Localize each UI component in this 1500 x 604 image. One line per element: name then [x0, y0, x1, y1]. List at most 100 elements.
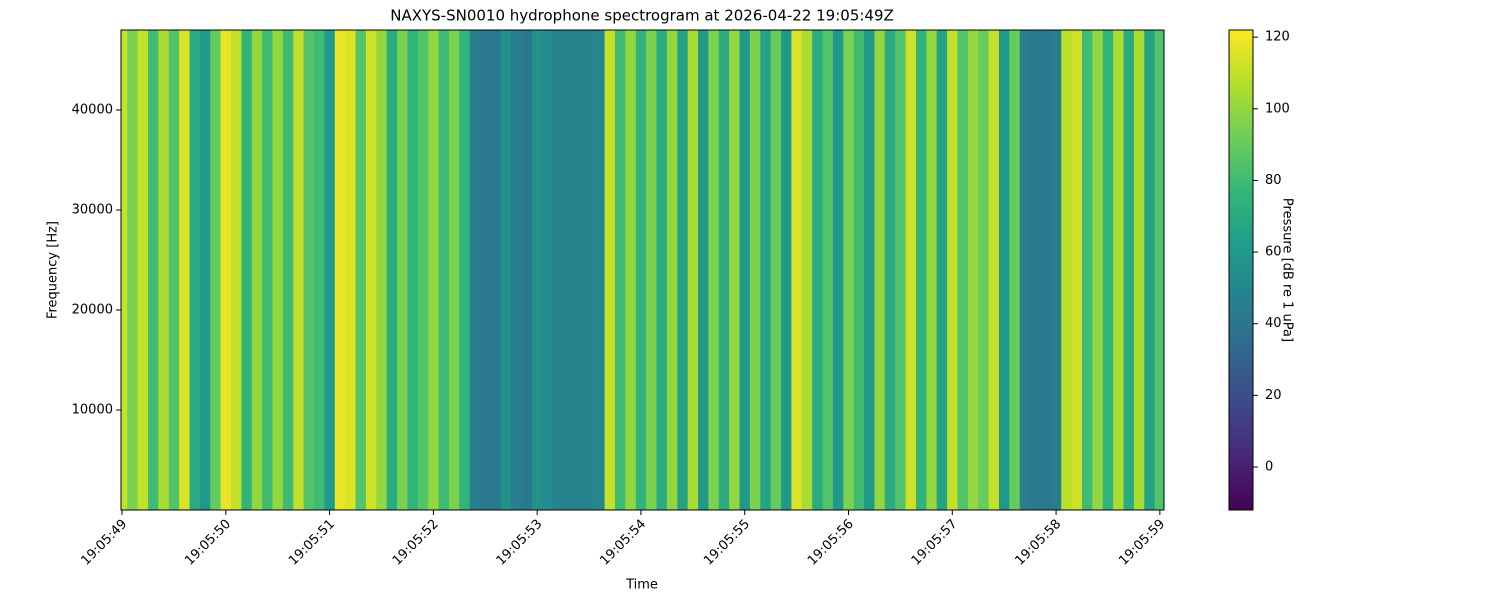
spectrogram-column — [531, 30, 543, 510]
x-tick-label: 19:05:55 — [701, 517, 753, 569]
spectrogram-column — [915, 30, 927, 510]
spectrogram-column — [1113, 30, 1125, 510]
spectrogram — [121, 30, 1164, 510]
spectrogram-column — [448, 30, 460, 510]
spectrogram-column — [812, 30, 824, 510]
y-tick-label: 20000 — [72, 303, 113, 318]
spectrogram-column — [168, 30, 180, 510]
x-tick-label: 19:05:49 — [78, 517, 130, 569]
spectrogram-column — [1040, 30, 1052, 510]
colorbar-tick-label: 120 — [1265, 30, 1290, 45]
x-axis-label: Time — [625, 578, 658, 593]
spectrogram-column — [376, 30, 388, 510]
spectrogram-column — [500, 30, 512, 510]
spectrogram-column — [1050, 30, 1062, 510]
spectrogram-column — [635, 30, 647, 510]
spectrogram-column — [137, 30, 149, 510]
spectrogram-column — [282, 30, 294, 510]
spectrogram-column — [666, 30, 678, 510]
spectrogram-column — [646, 30, 658, 510]
x-tick-label: 19:05:51 — [286, 517, 338, 569]
spectrogram-column — [1154, 30, 1164, 510]
spectrogram-column — [158, 30, 170, 510]
x-tick-label: 19:05:50 — [182, 517, 234, 569]
x-tick-label: 19:05:57 — [909, 517, 961, 569]
spectrogram-column — [542, 30, 554, 510]
spectrogram-column — [843, 30, 855, 510]
spectrogram-column — [189, 30, 201, 510]
spectrogram-column — [428, 30, 440, 510]
y-tick-label: 10000 — [72, 403, 113, 418]
spectrogram-column — [947, 30, 958, 510]
colorbar-tick-label: 80 — [1265, 173, 1282, 188]
spectrogram-column — [739, 30, 751, 510]
spectrogram-column — [978, 30, 990, 510]
spectrogram-column — [345, 30, 357, 510]
colorbar-tick-label: 60 — [1265, 245, 1282, 260]
spectrogram-column — [895, 30, 907, 510]
spectrogram-column — [957, 30, 969, 510]
spectrogram-column — [832, 30, 844, 510]
spectrogram-column — [729, 30, 741, 510]
spectrogram-column — [121, 30, 128, 510]
x-tick-label: 19:05:56 — [805, 517, 857, 569]
spectrogram-column — [1144, 30, 1156, 510]
colorbar — [1228, 29, 1254, 511]
spectrogram-column — [511, 30, 523, 510]
colorbar-tick-label: 20 — [1265, 388, 1282, 403]
y-axis-label: Frequency [Hz] — [46, 221, 61, 319]
spectrogram-column — [1061, 30, 1073, 510]
spectrogram-column — [251, 30, 263, 510]
spectrogram-column — [905, 30, 917, 510]
spectrogram-column — [490, 30, 502, 510]
spectrogram-column — [303, 30, 315, 510]
colorbar-tick-label: 100 — [1265, 101, 1290, 116]
spectrogram-column — [199, 30, 211, 510]
colorbar-label: Pressure [dB re 1 uPa] — [1280, 198, 1295, 342]
colorbar-tick-label: 40 — [1265, 316, 1282, 331]
spectrogram-column — [614, 30, 626, 510]
spectrogram-column — [272, 30, 284, 510]
x-tick-label: 19:05:52 — [390, 517, 442, 569]
spectrogram-column — [1071, 30, 1083, 510]
spectrogram-column — [552, 30, 564, 510]
x-tick-label: 19:05:59 — [1116, 517, 1168, 569]
spectrogram-column — [791, 30, 803, 510]
spectrogram-column — [718, 30, 730, 510]
spectrogram-column — [314, 30, 325, 510]
spectrogram-column — [1123, 30, 1135, 510]
spectrogram-column — [386, 30, 398, 510]
spectrogram-column — [1009, 30, 1021, 510]
spectrogram-column — [864, 30, 875, 510]
spectrogram-column — [687, 30, 699, 510]
spectrogram-column — [1019, 30, 1031, 510]
spectrogram-column — [417, 30, 429, 510]
spectrogram-column — [231, 30, 242, 510]
spectrogram-column — [708, 30, 720, 510]
spectrogram-column — [407, 30, 419, 510]
spectrogram-column — [853, 30, 865, 510]
spectrogram-column — [770, 30, 782, 510]
spectrogram-column — [262, 30, 274, 510]
spectrogram-column — [698, 30, 709, 510]
spectrogram-column — [438, 30, 450, 510]
spectrogram-column — [781, 30, 792, 510]
plot-frame — [120, 29, 1165, 511]
chart-title: NAXYS-SN0010 hydrophone spectrogram at 2… — [390, 7, 894, 25]
spectrogram-column — [563, 30, 574, 510]
spectrogram-column — [355, 30, 367, 510]
spectrogram-column — [1102, 30, 1114, 510]
spectrogram-column — [604, 30, 616, 510]
spectrogram-column — [656, 30, 668, 510]
spectrogram-column — [874, 30, 886, 510]
spectrogram-column — [936, 30, 948, 510]
spectrogram-column — [625, 30, 637, 510]
spectrogram-column — [220, 30, 232, 510]
y-tick-label: 40000 — [72, 103, 113, 118]
colorbar-tick-label: 0 — [1265, 460, 1273, 475]
spectrogram-column — [1082, 30, 1093, 510]
spectrogram-column — [293, 30, 305, 510]
spectrogram-column — [760, 30, 772, 510]
spectrogram-column — [822, 30, 834, 510]
